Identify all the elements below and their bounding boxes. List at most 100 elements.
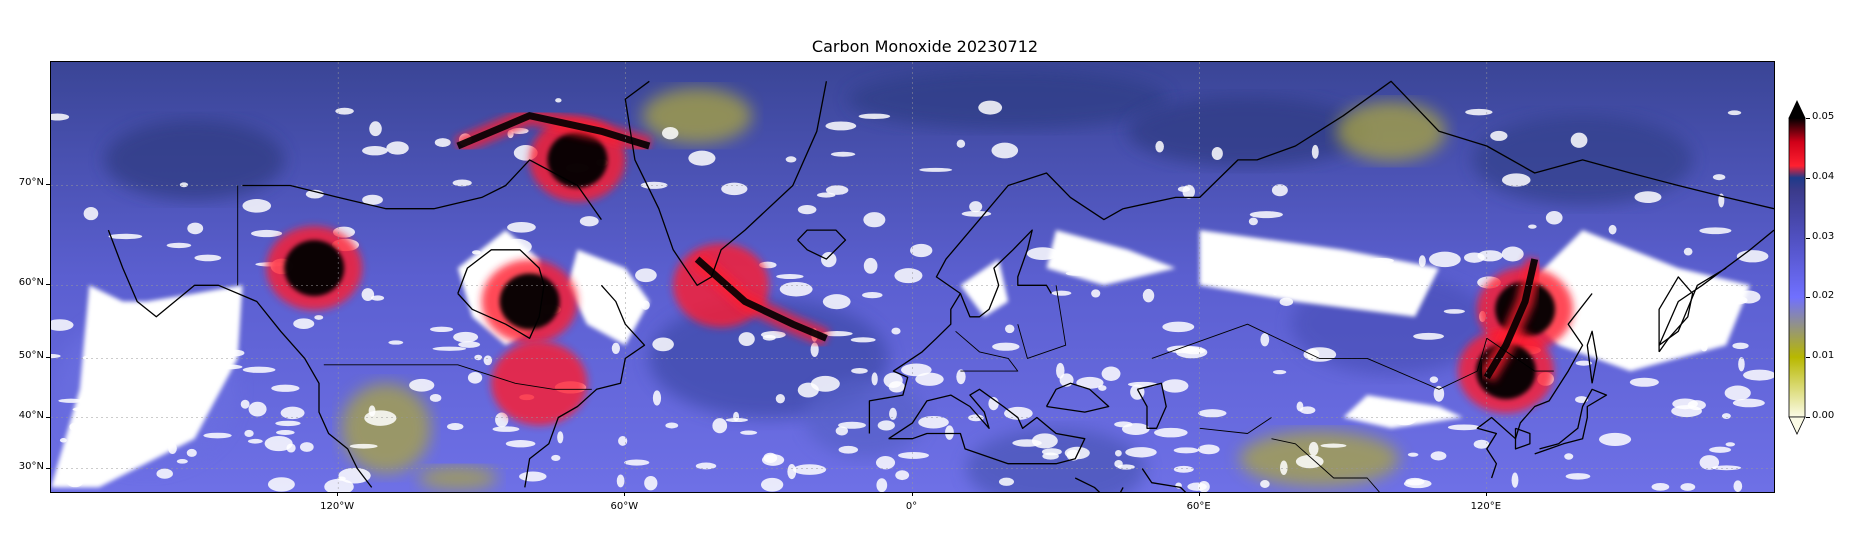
colorbar-tick-label: 0.04 (1812, 170, 1835, 182)
missing-data-speckle (1465, 108, 1493, 116)
missing-data-speckle (551, 454, 561, 461)
missing-data-speckle (1076, 376, 1104, 389)
missing-data-speckle (712, 418, 728, 434)
country-border (1271, 438, 1380, 492)
missing-data-speckle (144, 435, 155, 442)
missing-data-speckle (1709, 303, 1729, 317)
missing-data-speckle (1248, 217, 1258, 226)
colorbar-tick (1806, 417, 1810, 418)
missing-data-speckle (665, 422, 679, 429)
missing-data-speckle (968, 414, 984, 422)
missing-data-speckle (889, 407, 897, 420)
missing-data-speckle (155, 392, 168, 401)
low-co-region (341, 383, 432, 474)
lat-tick (46, 184, 50, 186)
colorbar-gradient (1788, 117, 1806, 418)
missing-data-speckle (1161, 379, 1189, 393)
lat-label: 50°N (18, 350, 44, 362)
map-title: Carbon Monoxide 20230712 (811, 37, 1039, 56)
missing-data-speckle (1725, 442, 1736, 447)
lat-tick (46, 284, 50, 286)
missing-data-speckle (1724, 385, 1751, 401)
smoke-plume-core (694, 256, 828, 342)
missing-data-speckle (640, 181, 668, 189)
gridlines-layer (51, 62, 1774, 492)
missing-data-speckle (501, 238, 532, 255)
missing-data-speckle (825, 185, 849, 195)
co-concentration-map[interactable] (51, 62, 1774, 492)
missing-data-speckle (275, 420, 301, 427)
missing-data-speckle (1732, 342, 1749, 350)
co-field-patch (804, 377, 925, 458)
missing-data-speckle (349, 443, 378, 449)
missing-data-speckle (918, 415, 949, 429)
missing-data-speckle (1272, 370, 1287, 375)
missing-data-speckle (1295, 454, 1324, 469)
missing-data-speckle (871, 372, 878, 386)
missing-data-speckle (156, 468, 173, 479)
missing-data-speckle (557, 431, 564, 444)
colorbar-tick-label: 0.02 (1812, 290, 1835, 302)
missing-data-speckle (1743, 369, 1774, 381)
missing-data-speckle (130, 389, 147, 406)
missing-data-speckle (910, 243, 933, 258)
colorbar-tick (1806, 177, 1810, 179)
lat-tick (46, 467, 50, 469)
missing-data-speckle (80, 444, 106, 457)
missing-data-speckle (1162, 321, 1195, 333)
lon-label: 120°W (320, 501, 355, 512)
coastline (1476, 293, 1593, 479)
missing-data-speckle (1598, 432, 1632, 446)
missing-data-speckle (168, 442, 177, 455)
missing-data-speckle (900, 363, 932, 377)
missing-data-speckle (1700, 342, 1708, 352)
lon-tick (624, 492, 626, 496)
missing-data-speckle (1091, 289, 1101, 298)
missing-data-speckle (452, 179, 472, 187)
coastline (868, 172, 1124, 434)
missing-data-speckle (1308, 441, 1319, 456)
missing-data-speckle (66, 473, 85, 488)
missing-data-speckle (447, 423, 464, 431)
missing-data-speckle (1026, 247, 1059, 260)
coastline (1045, 382, 1110, 413)
missing-data-speckle (579, 216, 599, 227)
coastline (624, 80, 828, 286)
missing-data-speckle (1699, 455, 1720, 470)
missing-data-speckle (1727, 110, 1742, 116)
low-co-region (1336, 101, 1447, 162)
coastline (959, 229, 1052, 318)
low-co-region (642, 87, 753, 144)
missing-data-speckle (1271, 280, 1280, 296)
coastline-layer (107, 80, 1774, 492)
lon-label: 120°E (1470, 501, 1502, 512)
missing-data-speckle (1051, 290, 1072, 296)
missing-data-speckle (1511, 472, 1519, 488)
missing-data-speckle (898, 451, 930, 459)
missing-data-speckle (89, 430, 121, 435)
colorbar (1788, 100, 1806, 435)
lon-label: 60°W (610, 501, 639, 512)
missing-data-speckle (474, 354, 483, 361)
missing-data-speckle (1056, 362, 1065, 379)
missing-data-speckle (193, 393, 204, 406)
missing-data-speckle (725, 417, 749, 423)
missing-data-speckle (644, 475, 658, 491)
missing-data-speckle (1363, 287, 1384, 298)
missing-data-speckle (821, 252, 837, 268)
missing-data-speckle (915, 372, 944, 386)
missing-data-speckle (888, 381, 905, 393)
missing-data-speckle (1733, 480, 1743, 492)
country-border (1199, 417, 1272, 434)
missing-data-speckle (244, 429, 254, 438)
country-border (1017, 285, 1067, 359)
coastline (1141, 468, 1187, 492)
missing-data-speckle (1187, 482, 1207, 491)
coastline (524, 284, 646, 488)
missing-data-speckle (1672, 398, 1698, 410)
missing-data-speckle (1198, 409, 1227, 418)
map-panel[interactable] (50, 61, 1775, 493)
missing-data-speckle (324, 478, 354, 492)
missing-data-speckle (519, 471, 547, 482)
missing-data-speckle (203, 432, 232, 439)
